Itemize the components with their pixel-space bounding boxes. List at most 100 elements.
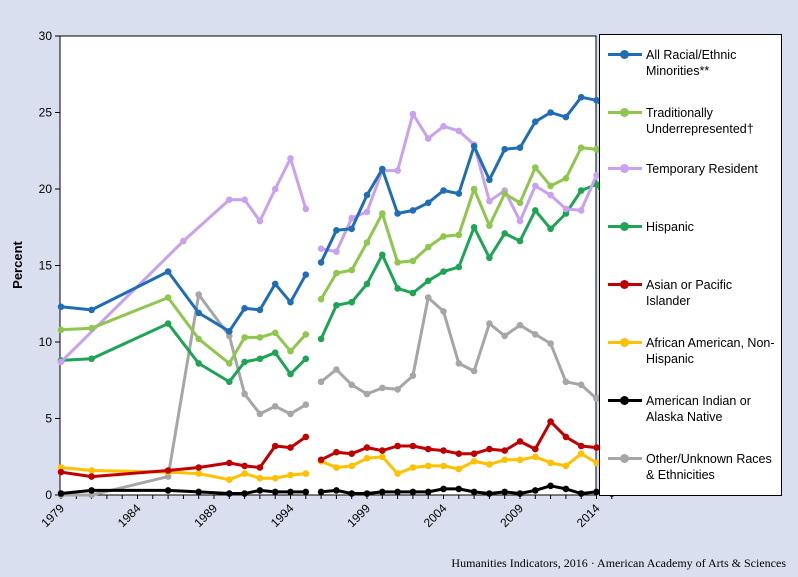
y-axis: 0 5 10 15 20 25 30 <box>39 29 60 502</box>
data-point <box>424 462 432 470</box>
data-point <box>547 191 554 199</box>
data-point <box>593 395 600 402</box>
data-point <box>317 245 325 252</box>
data-point <box>241 358 248 366</box>
footer-credit: Humanities Indicators, 2016 · American A… <box>451 556 786 570</box>
data-point <box>256 464 264 471</box>
series-line <box>60 296 307 365</box>
data-point <box>394 488 401 496</box>
data-point <box>317 488 325 496</box>
y-tick-label: 15 <box>39 259 53 273</box>
data-point <box>88 491 95 499</box>
legend-item: Other/Unknown Races & Ethnicities <box>608 451 780 483</box>
data-point <box>547 482 554 490</box>
data-point <box>164 320 172 327</box>
data-point <box>57 464 65 471</box>
data-point <box>195 360 202 367</box>
data-point <box>394 442 401 450</box>
data-point <box>287 298 294 306</box>
data-point <box>379 165 386 173</box>
x-axis: 1979 1984 1989 1994 1999 2004 2009 2014 <box>38 495 613 530</box>
data-point <box>226 459 233 467</box>
data-point <box>363 208 371 216</box>
data-point <box>271 403 279 410</box>
data-point <box>226 360 233 367</box>
data-point <box>501 145 509 153</box>
legend-label: Temporary Resident <box>646 162 758 176</box>
data-point <box>302 433 310 441</box>
data-point <box>271 442 279 450</box>
data-point <box>180 237 187 245</box>
x-tick-label: 1994 <box>268 501 297 530</box>
data-point <box>440 268 447 275</box>
series-5 <box>57 450 616 484</box>
data-point <box>348 462 356 470</box>
data-point <box>394 386 401 393</box>
data-point <box>271 349 279 357</box>
data-point <box>486 222 493 229</box>
data-point <box>348 490 356 497</box>
data-point <box>593 171 600 179</box>
data-point <box>226 332 233 340</box>
data-point <box>164 487 172 494</box>
data-point <box>547 182 554 190</box>
data-point <box>470 458 478 465</box>
data-point <box>547 340 554 347</box>
data-point <box>409 257 417 265</box>
series-line <box>320 112 612 254</box>
y-tick-label: 0 <box>45 488 52 502</box>
legend-item: All Racial/Ethnic Minorities** <box>608 47 780 79</box>
data-point <box>348 214 356 222</box>
data-point <box>287 370 294 378</box>
data-point <box>256 410 264 418</box>
data-point <box>317 378 325 386</box>
data-point <box>455 127 463 135</box>
data-point <box>88 487 95 494</box>
x-tick-label: 1999 <box>344 501 373 530</box>
data-point <box>333 487 340 494</box>
data-point <box>379 384 386 392</box>
y-tick-label: 10 <box>39 335 53 349</box>
data-point <box>486 461 493 468</box>
data-point <box>577 381 585 389</box>
data-point <box>440 447 447 454</box>
data-point <box>271 474 279 482</box>
data-point <box>562 113 570 121</box>
data-point <box>379 447 386 454</box>
data-point <box>455 485 463 493</box>
legend-label: Hispanic <box>646 220 694 234</box>
data-point <box>287 410 294 418</box>
data-point <box>409 488 417 496</box>
data-point <box>501 190 509 197</box>
data-point <box>516 321 524 329</box>
data-point <box>394 259 401 266</box>
data-point <box>195 335 202 343</box>
series-line <box>60 435 307 479</box>
data-point <box>317 456 325 464</box>
series-4 <box>57 418 616 480</box>
data-point <box>486 197 493 205</box>
data-point <box>532 164 539 171</box>
data-point <box>577 144 585 151</box>
data-point <box>486 254 493 262</box>
data-point <box>547 459 554 467</box>
data-point <box>577 450 585 458</box>
series-0 <box>57 93 616 335</box>
legend-swatch <box>608 453 642 465</box>
data-point <box>394 210 401 217</box>
data-point <box>256 487 264 494</box>
data-point <box>241 334 248 341</box>
data-point <box>164 467 172 474</box>
data-point <box>516 237 524 245</box>
data-point <box>577 490 585 497</box>
data-point <box>256 474 264 482</box>
series-6 <box>57 482 616 497</box>
data-point <box>271 329 279 337</box>
data-point <box>333 269 340 277</box>
data-point <box>562 210 570 217</box>
data-point <box>440 462 447 470</box>
data-point <box>593 459 600 467</box>
data-point <box>88 467 95 474</box>
data-point <box>470 224 478 231</box>
data-point <box>348 381 356 389</box>
